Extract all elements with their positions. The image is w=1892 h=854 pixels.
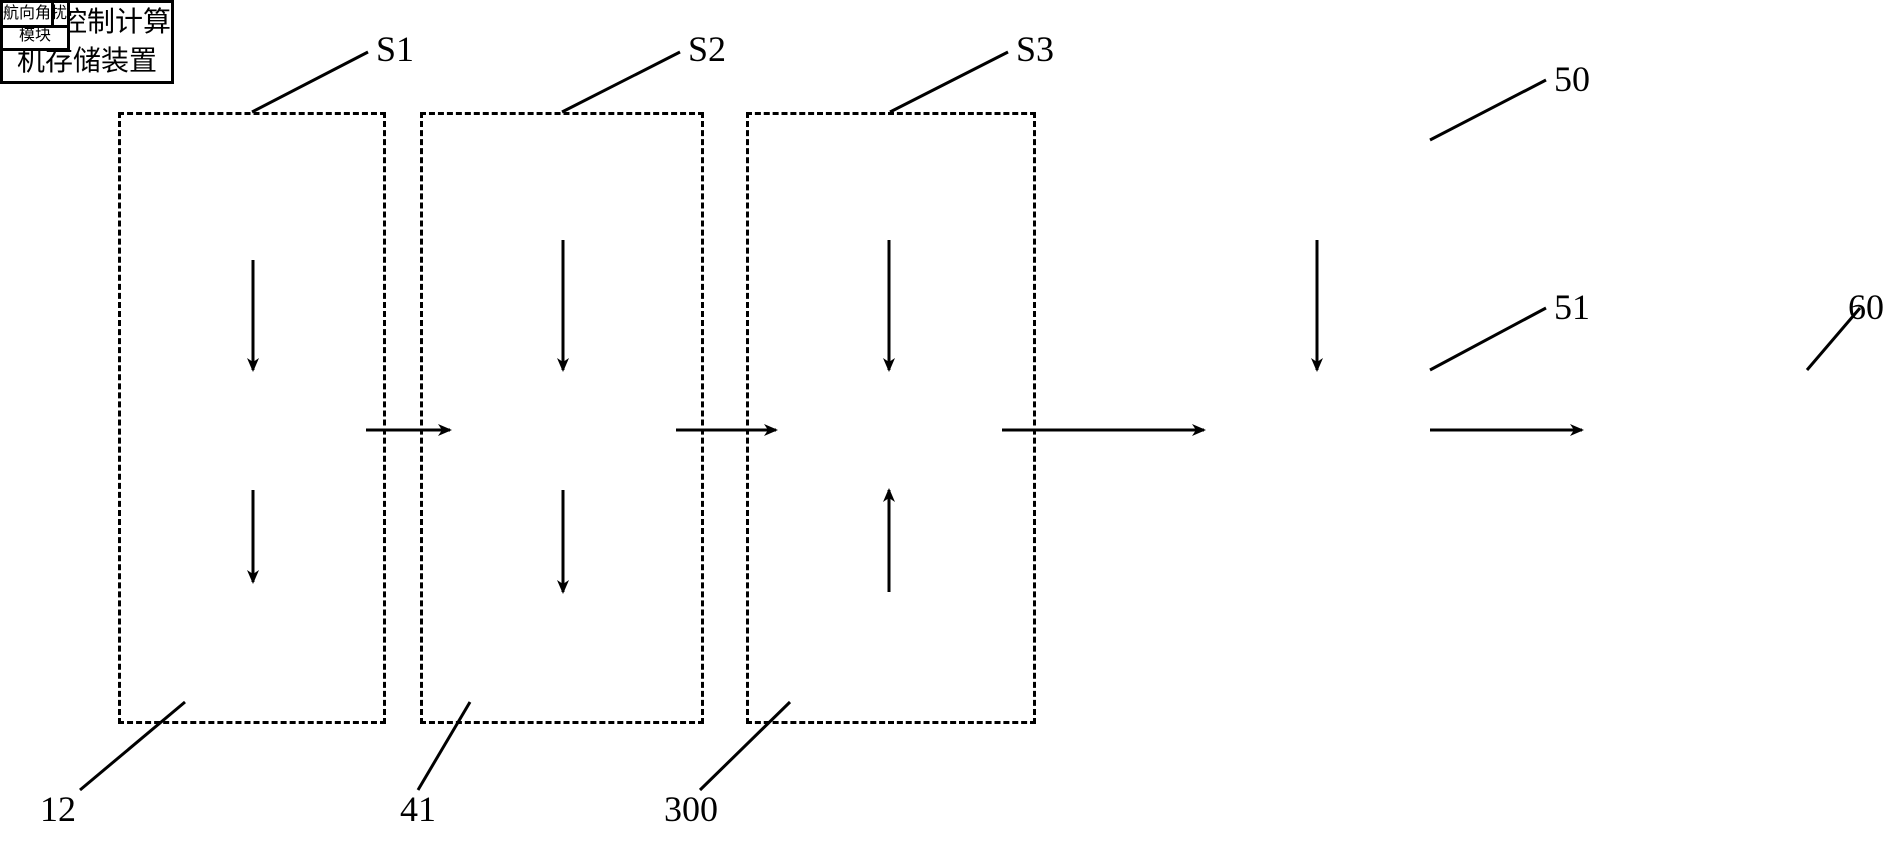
box-text: 模块 bbox=[3, 25, 67, 47]
group-s3 bbox=[746, 112, 1036, 724]
box-heading-angle: 航向角 bbox=[0, 0, 54, 28]
label-60: 60 bbox=[1848, 286, 1884, 328]
box-text: 航向角 bbox=[3, 3, 51, 25]
label-41: 41 bbox=[400, 788, 436, 830]
label-50: 50 bbox=[1554, 58, 1590, 100]
label-300: 300 bbox=[664, 788, 718, 830]
group-s2 bbox=[420, 112, 704, 724]
group-s1 bbox=[118, 112, 386, 724]
label-s3: S3 bbox=[1016, 28, 1054, 70]
label-12: 12 bbox=[40, 788, 76, 830]
label-s1: S1 bbox=[376, 28, 414, 70]
label-s2: S2 bbox=[688, 28, 726, 70]
label-51: 51 bbox=[1554, 286, 1590, 328]
